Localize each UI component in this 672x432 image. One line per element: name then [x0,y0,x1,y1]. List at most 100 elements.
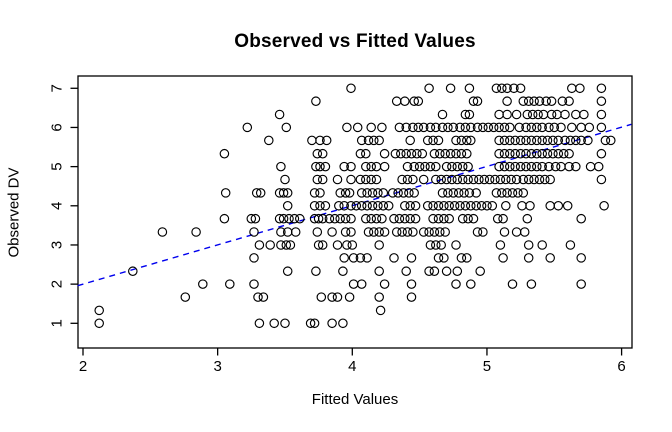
scatter-point [367,201,378,211]
scatter-point [537,148,547,159]
scatter-point [439,213,449,224]
scatter-point [447,174,457,185]
scatter-point [346,83,356,94]
scatter-point [510,135,520,146]
scatter-point [340,227,351,237]
scatter-point [254,318,265,329]
scatter-point [394,213,405,224]
scatter-point [466,135,476,146]
scatter-point [460,122,471,133]
scatter-point [198,279,208,289]
x-axis-title: Fitted Values [311,391,399,408]
scatter-point [396,148,406,159]
scatter-point [583,135,593,146]
scatter-point [576,122,586,133]
scatter-point [448,188,459,198]
scatter-point [511,109,522,120]
scatter-point [560,135,570,146]
scatter-point [596,174,607,185]
scatter-point [545,201,555,211]
scatter-point [521,161,531,172]
scatter-point [436,240,446,250]
scatter-point [522,109,533,120]
scatter-point [373,188,383,198]
scatter-point [312,174,323,185]
scatter-point [391,227,402,237]
scatter-point [549,122,560,133]
scatter-point [309,201,320,211]
scatter-point [505,148,515,159]
scatter-point [505,161,515,172]
scatter-point [444,213,454,224]
scatter-point [405,213,415,224]
scatter-point [276,240,286,250]
scatter-point [526,161,537,172]
scatter-point [408,227,418,237]
scatter-point [320,161,331,172]
scatter-point [410,201,421,211]
scatter-point [406,292,417,302]
scatter-point [459,188,469,198]
scatter-point [478,227,488,237]
scatter-point [472,227,483,237]
scatter-point [249,279,259,289]
y-tick-label: 5 [49,162,66,170]
scatter-point [348,253,359,263]
scatter-point [431,240,441,250]
scatter-point [553,148,564,159]
scatter-point [443,188,453,198]
scatter-point [468,213,479,224]
scatter-point [281,240,292,250]
scatter-point [553,135,564,146]
scatter-point [157,227,168,237]
scatter-point [526,279,537,289]
scatter-point [499,148,510,159]
scatter-point [338,266,348,276]
scatter-point [409,161,419,172]
scatter-point [305,318,316,329]
scatter-point [402,227,413,237]
scatter-point [433,213,444,224]
scatter-point [596,109,607,120]
scatter-point [502,188,512,198]
scatter-point [515,161,526,172]
scatter-point [502,96,512,106]
scatter-point [346,161,356,172]
scatter-point [441,266,452,276]
scatter-point [452,266,463,276]
scatter-point [532,122,542,133]
scatter-point [340,213,351,224]
scatter-point [571,161,581,172]
scatter-point [537,122,547,133]
scatter-point [418,174,429,185]
scatter-point [498,253,508,263]
scatter-point [332,240,343,250]
scatter-point [517,201,527,211]
scatter-points [94,83,616,329]
scatter-point [585,161,596,172]
scatter-point [410,213,421,224]
scatter-point [495,240,506,250]
scatter-point [505,122,515,133]
scatter-point [429,148,440,159]
scatter-point [377,213,387,224]
scatter-point [440,227,450,237]
scatter-point [348,279,359,289]
scatter-point [374,135,384,146]
scatter-point [545,174,555,185]
scatter-point [373,201,383,211]
scatter-point [191,227,201,237]
scatter-point [369,227,379,237]
scatter-point [552,109,562,120]
scatter-point [513,188,523,198]
scatter-point [515,135,526,146]
scatter-point [564,148,574,159]
scatter-point [346,201,356,211]
scatter-point [280,318,290,329]
scatter-point [356,201,367,211]
scatter-point [526,135,537,146]
scatter-point [409,188,419,198]
y-tick-label: 2 [49,280,66,288]
scatter-point [532,135,542,146]
scatter-point [254,240,265,250]
